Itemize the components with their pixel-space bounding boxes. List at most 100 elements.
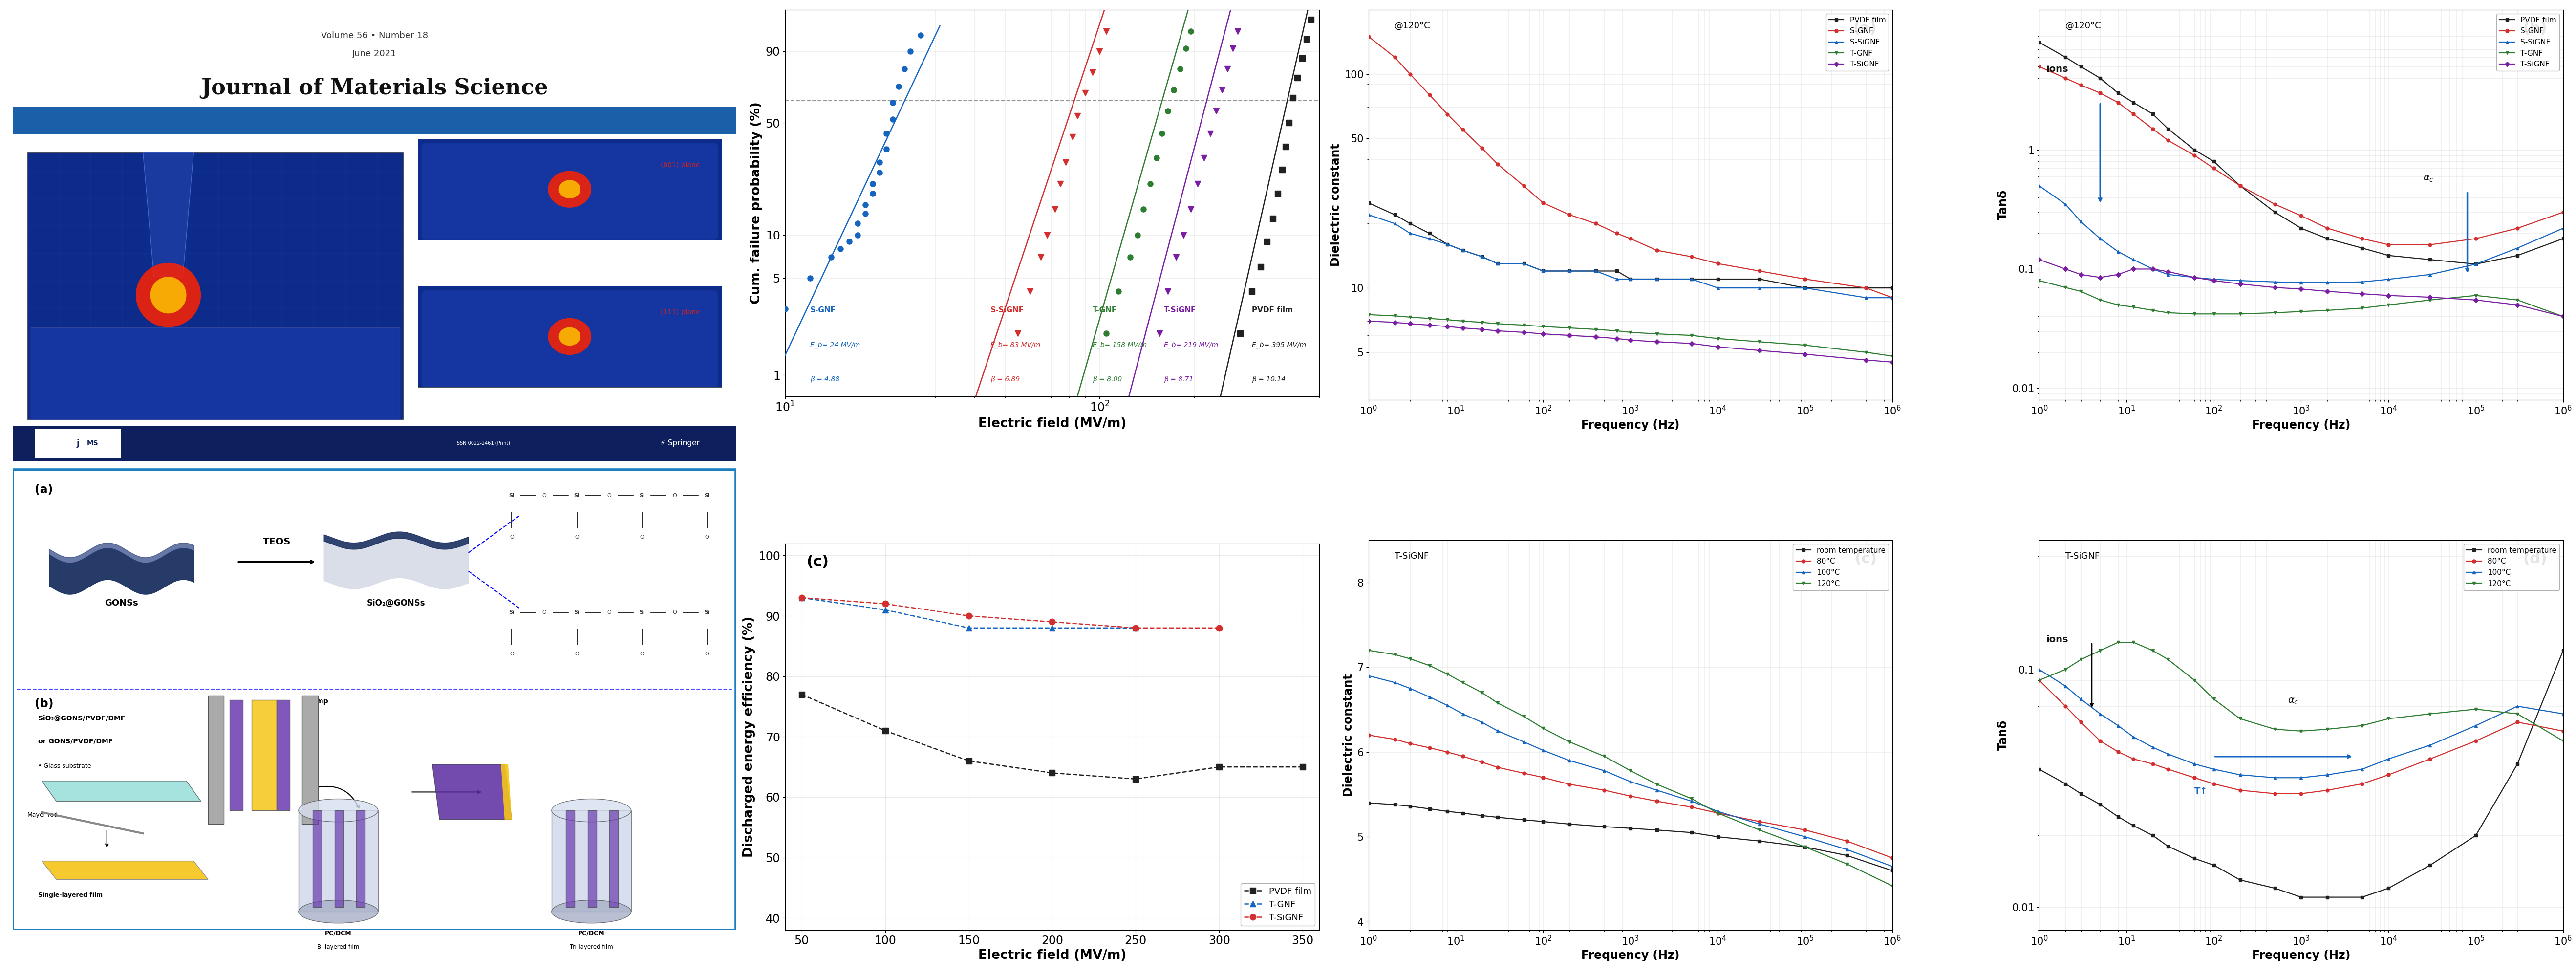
PVDF film	[1203, 761, 1234, 772]
Text: O: O	[574, 652, 580, 656]
S-SiGNF	[2025, 180, 2056, 192]
room temperature	[2179, 853, 2210, 864]
T-SiGNF	[1579, 331, 1610, 343]
T-GNF	[1790, 340, 1821, 351]
Text: O: O	[608, 610, 611, 615]
80°C	[1528, 771, 1558, 783]
80°C	[2117, 753, 2148, 765]
S-GNF	[1414, 89, 1445, 101]
100°C	[2138, 741, 2169, 753]
80°C	[2501, 717, 2532, 728]
Polygon shape	[433, 765, 513, 819]
PVDF film	[1288, 761, 1319, 772]
S-GNF	[2154, 134, 2184, 146]
Bar	[567, 811, 574, 907]
Bar	[13, 470, 737, 930]
S-SiGNF	[1878, 292, 1909, 303]
room temperature	[1481, 812, 1512, 823]
T-SiGNF	[2117, 263, 2148, 275]
Line: 100°C: 100°C	[1368, 675, 1893, 868]
Text: O: O	[510, 652, 515, 656]
100°C	[2548, 708, 2576, 720]
room temperature	[2347, 891, 2378, 903]
S-GNF	[1850, 282, 1880, 294]
T-GNF	[1878, 350, 1909, 362]
Polygon shape	[41, 781, 201, 801]
Legend: PVDF film, T-GNF, T-SiGNF: PVDF film, T-GNF, T-SiGNF	[1242, 883, 1314, 925]
room temperature	[2548, 645, 2576, 657]
T-SiGNF	[2084, 271, 2115, 283]
T-GNF	[2138, 304, 2169, 316]
Text: June 2021: June 2021	[353, 50, 397, 59]
T-SiGNF	[1602, 333, 1633, 345]
T-SiGNF	[2372, 290, 2403, 302]
T-GNF	[2117, 302, 2148, 313]
T-GNF	[2414, 294, 2445, 305]
S-GNF	[1466, 142, 1497, 154]
T-SiGNF	[1615, 334, 1646, 346]
T-GNF	[2313, 304, 2344, 316]
T-GNF	[1414, 312, 1445, 324]
100°C	[1352, 670, 1383, 681]
S-SiGNF	[1553, 265, 1584, 277]
S-SiGNF	[1394, 227, 1425, 239]
Line: T-SiGNF: T-SiGNF	[1368, 319, 1893, 364]
120°C	[1432, 669, 1463, 680]
S-SiGNF	[1850, 292, 1880, 303]
100°C	[2372, 753, 2403, 765]
T-SiGNF	[2347, 288, 2378, 300]
T-GNF	[1481, 318, 1512, 330]
80°C	[1378, 733, 1409, 745]
80°C	[1615, 790, 1646, 802]
Text: (d): (d)	[2522, 552, 2548, 566]
120°C	[1615, 765, 1646, 776]
Text: T-GNF: T-GNF	[1092, 306, 1118, 314]
T-SiGNF	[1352, 315, 1383, 327]
T-GNF	[2179, 308, 2210, 320]
Text: O: O	[541, 610, 546, 615]
80°C	[1414, 742, 1445, 754]
S-SiGNF	[2050, 199, 2081, 210]
S-SiGNF	[2084, 233, 2115, 245]
S-GNF	[1481, 159, 1512, 170]
T-SiGNF	[1850, 354, 1880, 366]
120°C	[1378, 649, 1409, 661]
100°C	[1615, 775, 1646, 787]
PVDF film	[2501, 250, 2532, 261]
S-SiGNF	[2197, 273, 2228, 285]
100°C	[1703, 806, 1734, 817]
T-SiGNF	[1466, 323, 1497, 335]
Ellipse shape	[551, 900, 631, 923]
100°C	[2259, 771, 2290, 783]
S-SiGNF	[2066, 215, 2097, 227]
room temperature	[1448, 808, 1479, 819]
T-GNF	[1677, 330, 1708, 342]
T-SiGNF	[2050, 263, 2081, 275]
80°C	[1832, 835, 1862, 847]
T-GNF	[2050, 282, 2081, 294]
S-SiGNF	[2179, 271, 2210, 283]
T-GNF	[1432, 314, 1463, 326]
80°C	[2313, 784, 2344, 796]
S-SiGNF	[1510, 257, 1540, 269]
Legend: PVDF film, S-GNF, S-SiGNF, T-GNF, T-SiGNF: PVDF film, S-GNF, S-SiGNF, T-GNF, T-SiGN…	[1826, 14, 1888, 71]
PVDF film	[2460, 258, 2491, 270]
Ellipse shape	[549, 318, 592, 354]
Y-axis label: Cum. failure probability (%): Cum. failure probability (%)	[750, 102, 762, 304]
Text: MS: MS	[88, 440, 98, 446]
Text: O: O	[639, 652, 644, 656]
100°C	[1432, 700, 1463, 712]
S-SiGNF	[1378, 217, 1409, 229]
S-GNF	[2226, 180, 2257, 192]
Text: SiO₂@GONS/PVDF/DMF: SiO₂@GONS/PVDF/DMF	[39, 715, 126, 722]
PVDF film	[1703, 273, 1734, 285]
Line: S-GNF: S-GNF	[1368, 35, 1893, 300]
S-SiGNF	[1466, 251, 1497, 262]
T-SiGNF	[1121, 622, 1151, 633]
Text: Journal of Materials Science: Journal of Materials Science	[201, 77, 549, 99]
room temperature	[2138, 829, 2169, 841]
room temperature	[2226, 874, 2257, 886]
80°C	[2084, 735, 2115, 747]
80°C	[2102, 746, 2133, 758]
Ellipse shape	[551, 799, 631, 822]
